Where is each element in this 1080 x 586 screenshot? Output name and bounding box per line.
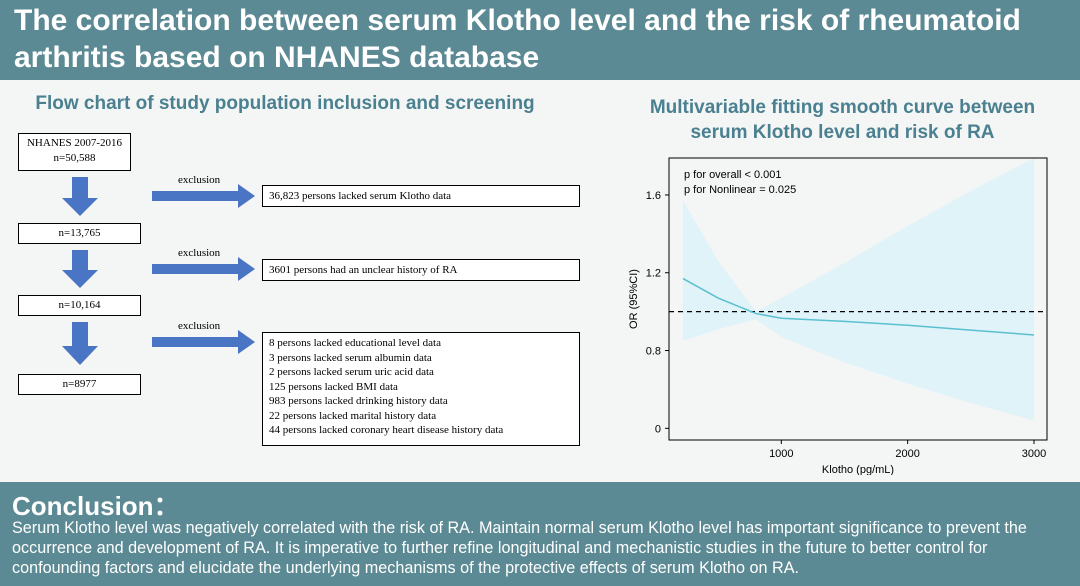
reason: 983 persons lacked drinking history data [269, 395, 448, 407]
flow-arrows [62, 177, 255, 365]
y-tick-label: 0 [655, 423, 661, 435]
reason: 3 persons lacked serum albumin data [269, 351, 432, 364]
or-line [682, 277, 1035, 336]
exclusion-label: exclusion [178, 247, 221, 259]
start-box: NHANES 2007-2016 n=50,588 [18, 133, 131, 171]
count-box: n=10,164 [18, 295, 141, 316]
exclusion-box: 3601 persons had an unclear history of R… [262, 259, 580, 281]
x-tick-label: 3000 [1022, 448, 1046, 460]
reason: 8 persons lacked educational level data [269, 337, 441, 349]
plot-frame [668, 157, 1048, 441]
reason: 36,823 persons lacked serum Klotho data [269, 190, 452, 202]
y-axis-label: OR (95%CI) [628, 269, 640, 329]
header: The correlation between serum Klotho lev… [0, 0, 1080, 80]
count-box: n=13,765 [18, 223, 141, 244]
y-tick-label: 0.8 [646, 346, 661, 358]
x-tick-label: 2000 [895, 448, 919, 460]
count-box: n=8977 [18, 374, 141, 395]
arrows [62, 177, 255, 365]
reason: 125 persons lacked BMI data [269, 380, 398, 393]
exclusion-box: 8 persons lacked educational level data 3… [262, 332, 580, 446]
y-tick-label: 1.6 [646, 190, 661, 202]
title: The correlation between serum Klotho lev… [14, 4, 1021, 74]
start-count: n=50,588 [53, 152, 96, 164]
exclusion-box: 36,823 persons lacked serum Klotho data [262, 185, 580, 207]
chart: 0 0.8 1.2 1.6 1000 2000 3000 Klotho (pg/mL) OR (… [628, 157, 1048, 475]
exclusion-label: exclusion [178, 174, 221, 186]
x-axis-label: Klotho (pg/mL) [822, 464, 894, 475]
y-tick-label: 1.2 [646, 268, 661, 280]
reason: 3601 persons had an unclear history of R… [269, 264, 458, 276]
conclusion-text: Serum Klotho level was negatively correl… [12, 519, 1027, 577]
annotation: p for overall < 0.001 [684, 169, 782, 181]
reason: 2 persons lacked serum uric acid data [269, 366, 434, 378]
x-tick-label: 1000 [769, 448, 793, 460]
exclusion-label: exclusion [178, 320, 221, 332]
reason: 44 persons lacked coronary heart disease… [269, 424, 504, 436]
chart-title: Multivariable fitting smooth curve betwe… [649, 97, 1036, 143]
flow-title: Flow chart of study population inclusion… [35, 93, 535, 114]
start-text: NHANES 2007-2016 [26, 137, 123, 149]
reason: 22 persons lacked marital history data [269, 409, 437, 422]
ci-band [683, 158, 1034, 421]
annotation: p for Nonlinear = 0.025 [684, 184, 796, 196]
conclusion: Conclusion： Serum Klotho level was negat… [0, 482, 1080, 586]
conclusion-heading: Conclusion： [12, 491, 180, 521]
